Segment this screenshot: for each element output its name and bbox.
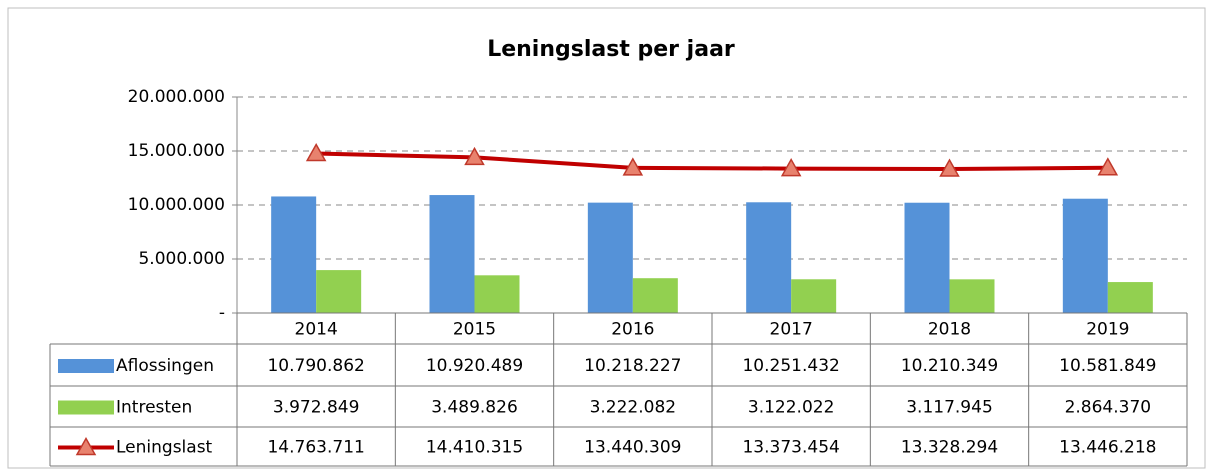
legend-key — [58, 359, 114, 373]
table-value: 13.446.218 — [1059, 438, 1156, 458]
x-tick-label: 2015 — [453, 320, 496, 340]
x-tick-label: 2018 — [928, 320, 971, 340]
bar — [316, 270, 362, 313]
y-tick-label: - — [219, 303, 225, 323]
bar — [1107, 282, 1153, 313]
bar — [746, 202, 792, 313]
table-value: 14.410.315 — [426, 438, 523, 458]
bar — [271, 196, 317, 313]
line-marker — [464, 146, 485, 166]
bar — [429, 195, 475, 313]
table-value: 13.328.294 — [901, 438, 998, 458]
y-tick-label: 10.000.000 — [128, 195, 225, 215]
y-tick-label: 5.000.000 — [138, 249, 225, 269]
table-value: 10.581.849 — [1059, 356, 1156, 376]
x-tick-label: 2019 — [1086, 320, 1129, 340]
table-value: 13.440.309 — [584, 438, 681, 458]
table-value: 14.763.711 — [267, 438, 364, 458]
table-value: 10.218.227 — [584, 356, 681, 376]
table-value: 10.920.489 — [426, 356, 523, 376]
chart-title: Leningslast per jaar — [487, 37, 735, 62]
legend-label: Leningslast — [116, 438, 213, 458]
y-tick-label: 20.000.000 — [128, 87, 225, 107]
table-value: 10.251.432 — [742, 356, 839, 376]
x-tick-label: 2014 — [295, 320, 338, 340]
legend-label: Intresten — [116, 398, 192, 418]
table-value: 3.489.826 — [431, 398, 518, 418]
y-tick-label: 15.000.000 — [128, 141, 225, 161]
bar — [474, 275, 520, 313]
legend-key — [75, 436, 97, 456]
legend-label: Aflossingen — [116, 356, 214, 376]
bar — [949, 279, 995, 313]
line-marker — [305, 143, 327, 162]
bar — [791, 279, 837, 313]
bar — [587, 202, 633, 313]
line-marker — [622, 157, 644, 176]
line-marker — [780, 158, 802, 177]
x-tick-label: 2016 — [611, 320, 654, 340]
bar — [1062, 198, 1108, 313]
table-value: 10.790.862 — [267, 356, 364, 376]
line-marker — [1097, 157, 1119, 176]
table-value: 3.117.945 — [906, 398, 993, 418]
table-value: 3.972.849 — [273, 398, 360, 418]
x-tick-label: 2017 — [770, 320, 813, 340]
table-value: 13.373.454 — [742, 438, 839, 458]
bar — [904, 202, 950, 313]
table-value: 3.222.082 — [590, 398, 677, 418]
table-value: 2.864.370 — [1065, 398, 1152, 418]
table-value: 3.122.022 — [748, 398, 835, 418]
line — [316, 151, 1108, 172]
legend-key — [58, 400, 114, 415]
line-marker — [939, 158, 960, 177]
table-value: 10.210.349 — [901, 356, 998, 376]
bar — [632, 278, 678, 313]
